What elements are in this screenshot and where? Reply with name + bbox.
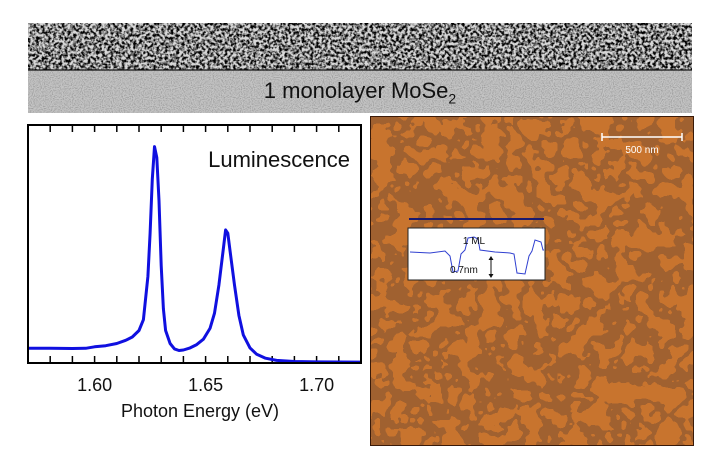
tem-cross-section-image [28,23,692,113]
chart-title: Luminescence [208,147,350,172]
tem-label-subscript: 2 [448,90,457,107]
profile-trace [409,236,544,275]
luminescence-chart: Luminescence 1.60 1.65 1.70 Photon Energy … [27,124,362,421]
height-arrow-icon [488,256,494,278]
x-tick-label: 1.70 [299,375,334,395]
tem-label-text: 1 monolayer MoSe [263,78,449,103]
tem-label: 1 monolayer MoSe2 [28,78,692,106]
profile-label-top: 1 ML [463,236,486,247]
x-tick-label: 1.60 [77,375,112,395]
plot-frame [27,124,362,364]
luminescence-line [28,145,362,364]
afm-topography-image: 500 nm 1 ML 0.7nm [370,116,694,446]
scale-bar-label: 500 nm [625,145,658,156]
x-axis-label: Photon Energy (eV) [121,401,279,421]
height-profile-inset: 1 ML 0.7nm [407,227,546,281]
profile-label-height: 0.7nm [450,265,478,276]
scale-bar: 500 nm [601,133,683,156]
x-tick-label: 1.65 [188,375,223,395]
